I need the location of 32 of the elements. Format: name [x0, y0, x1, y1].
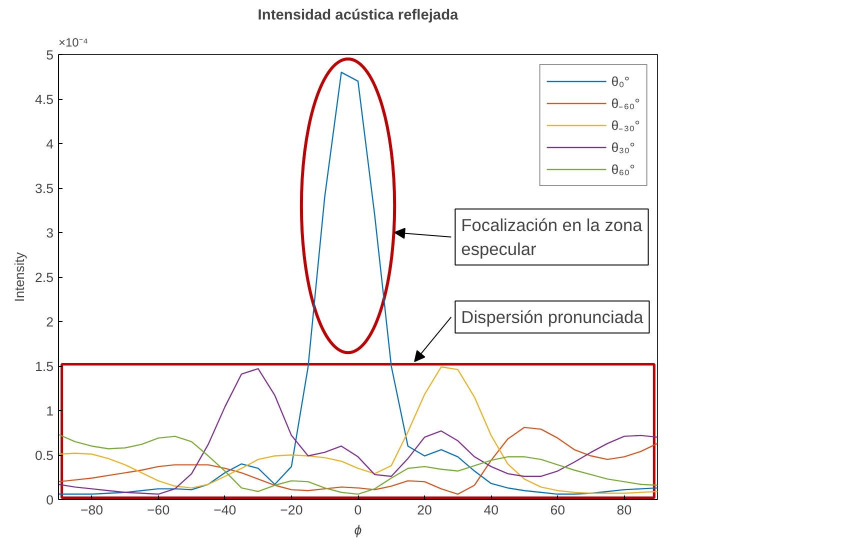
- x-tick-label: 80: [616, 502, 632, 518]
- x-tick-label: 0: [354, 502, 362, 518]
- y-tick-label: 2.5: [34, 270, 54, 285]
- x-axis-title: ϕ: [354, 522, 362, 538]
- x-tick-label: 40: [484, 502, 499, 518]
- y-tick-label: 3: [46, 226, 54, 240]
- y-tick-label: 3.5: [34, 181, 54, 196]
- x-tick-label: −40: [214, 502, 236, 518]
- x-tick-label: −80: [80, 502, 104, 518]
- y-tick-label: 4: [46, 136, 54, 152]
- text: ×10⁻⁴: [58, 36, 88, 50]
- chart-title: Intensidad acústica reflejada: [258, 8, 460, 24]
- y-tick-label: 0.5: [34, 448, 54, 463]
- y-axis-title: Intensity: [12, 252, 27, 302]
- legend-label: θ₃₀°: [611, 140, 635, 154]
- y-tick-label: 4.5: [34, 92, 54, 107]
- y-tick-label: 5: [46, 48, 54, 62]
- legend-label: θ₋₃₀°: [611, 117, 640, 134]
- y-tick-label: 2: [46, 314, 54, 330]
- legend-label: θ₋₆₀°: [611, 95, 640, 112]
- y-tick-label: 0: [46, 492, 54, 508]
- legend-label: θ₆₀°: [611, 162, 635, 176]
- legend-label: θ₀°: [611, 74, 631, 88]
- annotation: Dispersión pronunciada: [461, 307, 644, 328]
- x-tick-label: −60: [147, 502, 170, 518]
- x-tick-label: −20: [280, 502, 303, 518]
- x-tick-label: 20: [417, 502, 432, 518]
- x-tick-label: 60: [550, 502, 566, 518]
- y-tick-label: 1: [46, 404, 54, 418]
- y-tick-label: 1.5: [34, 359, 54, 374]
- annotation: Focalización en la zona especular: [461, 214, 643, 259]
- line-series: [58, 72, 658, 495]
